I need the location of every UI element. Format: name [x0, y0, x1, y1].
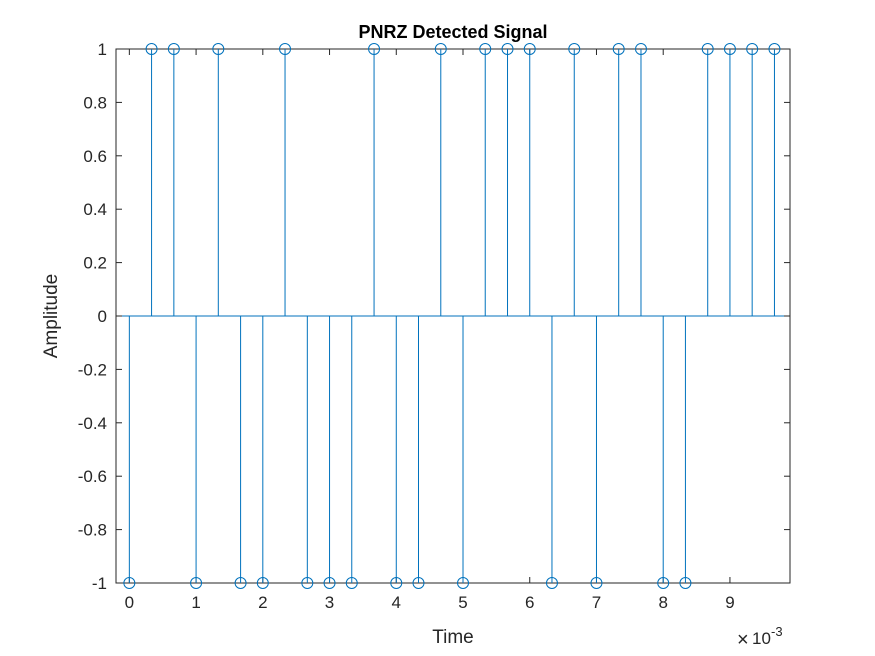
x-tick-label: 8	[658, 593, 667, 612]
stem-marker	[301, 577, 314, 589]
stem-marker	[457, 577, 470, 589]
x-tick-label: 3	[325, 593, 334, 612]
stem-marker	[679, 577, 692, 589]
x-tick-label: 7	[592, 593, 601, 612]
y-tick-label: 0	[98, 307, 107, 326]
stem-marker	[545, 577, 558, 589]
x-tick-label: 9	[725, 593, 734, 612]
y-tick-label: -0.8	[78, 521, 107, 540]
stem-marker	[434, 43, 447, 55]
x-exponent-power: -3	[771, 624, 783, 639]
stem-marker	[634, 43, 647, 55]
stem-marker	[256, 577, 269, 589]
x-tick-label: 1	[191, 593, 200, 612]
plot-area: -1 -0.8 -0.6 -0.4 -0.2 0 0.2 0.4 0.6 0.8 1 0 1 2 3 4 5 6 7…	[78, 40, 791, 612]
stem-marker	[123, 577, 136, 589]
stem-marker	[746, 43, 759, 55]
stem-marker	[412, 577, 425, 589]
stem-marker	[568, 43, 581, 55]
y-tick-label: -0.4	[78, 414, 107, 433]
y-tick-label: -0.2	[78, 360, 107, 379]
stem-marker	[167, 43, 180, 55]
chart-title: PNRZ Detected Signal	[358, 22, 547, 42]
x-tick-label: 6	[525, 593, 534, 612]
x-tick-label: 4	[392, 593, 401, 612]
stem-marker	[212, 43, 225, 55]
y-tick-label: 1	[98, 40, 107, 59]
y-tick-label: 0.4	[83, 200, 107, 219]
stem-marker	[479, 43, 492, 55]
x-exponent-base: 10	[752, 629, 771, 648]
stem-marker	[368, 43, 381, 55]
y-tick-label: -1	[92, 574, 107, 593]
stem-marker	[768, 43, 781, 55]
stem-marker	[501, 43, 514, 55]
y-tick-label: -0.6	[78, 467, 107, 486]
stem-marker	[279, 43, 292, 55]
y-tick-label: 0.2	[83, 254, 107, 273]
x-exponent-times: ×	[737, 629, 749, 651]
stem-marker	[234, 577, 247, 589]
stem-marker	[345, 577, 358, 589]
y-tick-label: 0.8	[83, 93, 107, 112]
stem-marker	[657, 577, 670, 589]
stem-marker	[323, 577, 336, 589]
x-exponent-label: × 10 -3	[737, 624, 783, 651]
x-axis-label: Time	[432, 627, 474, 648]
stem-marker	[612, 43, 625, 55]
stem-marker	[723, 43, 736, 55]
x-tick-label: 5	[458, 593, 467, 612]
stem-marker	[390, 577, 403, 589]
stem-marker	[523, 43, 536, 55]
x-tick-label: 0	[125, 593, 134, 612]
stem-marker	[590, 577, 603, 589]
x-tick-label: 2	[258, 593, 267, 612]
stem-marker	[701, 43, 714, 55]
stem-marker	[145, 43, 158, 55]
y-axis-label: Amplitude	[41, 274, 62, 359]
stem-marker	[190, 577, 203, 589]
y-tick-label: 0.6	[83, 147, 107, 166]
